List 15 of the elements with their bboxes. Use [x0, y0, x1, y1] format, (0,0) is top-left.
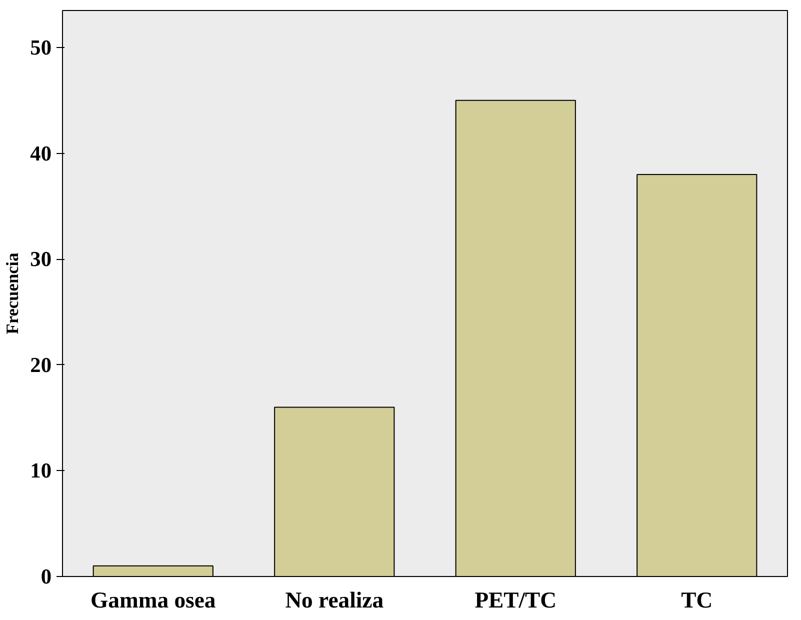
y-tick-label: 10 — [30, 458, 52, 483]
bar — [636, 174, 758, 576]
y-tick-label: 20 — [30, 352, 52, 377]
bar — [455, 100, 576, 576]
x-tick-label: Gamma osea — [90, 588, 216, 612]
y-tick-label: 0 — [40, 564, 52, 588]
x-tick-label: TC — [681, 588, 713, 612]
y-tick-label: 30 — [30, 247, 52, 272]
y-tick-label: 50 — [30, 36, 52, 60]
y-axis-title: Frecuencia — [3, 252, 22, 334]
x-tick-label: PET/TC — [474, 588, 557, 612]
bar — [92, 565, 214, 576]
x-tick-label: No realiza — [285, 588, 384, 612]
y-tick-label: 40 — [30, 141, 52, 166]
bar — [274, 406, 395, 576]
